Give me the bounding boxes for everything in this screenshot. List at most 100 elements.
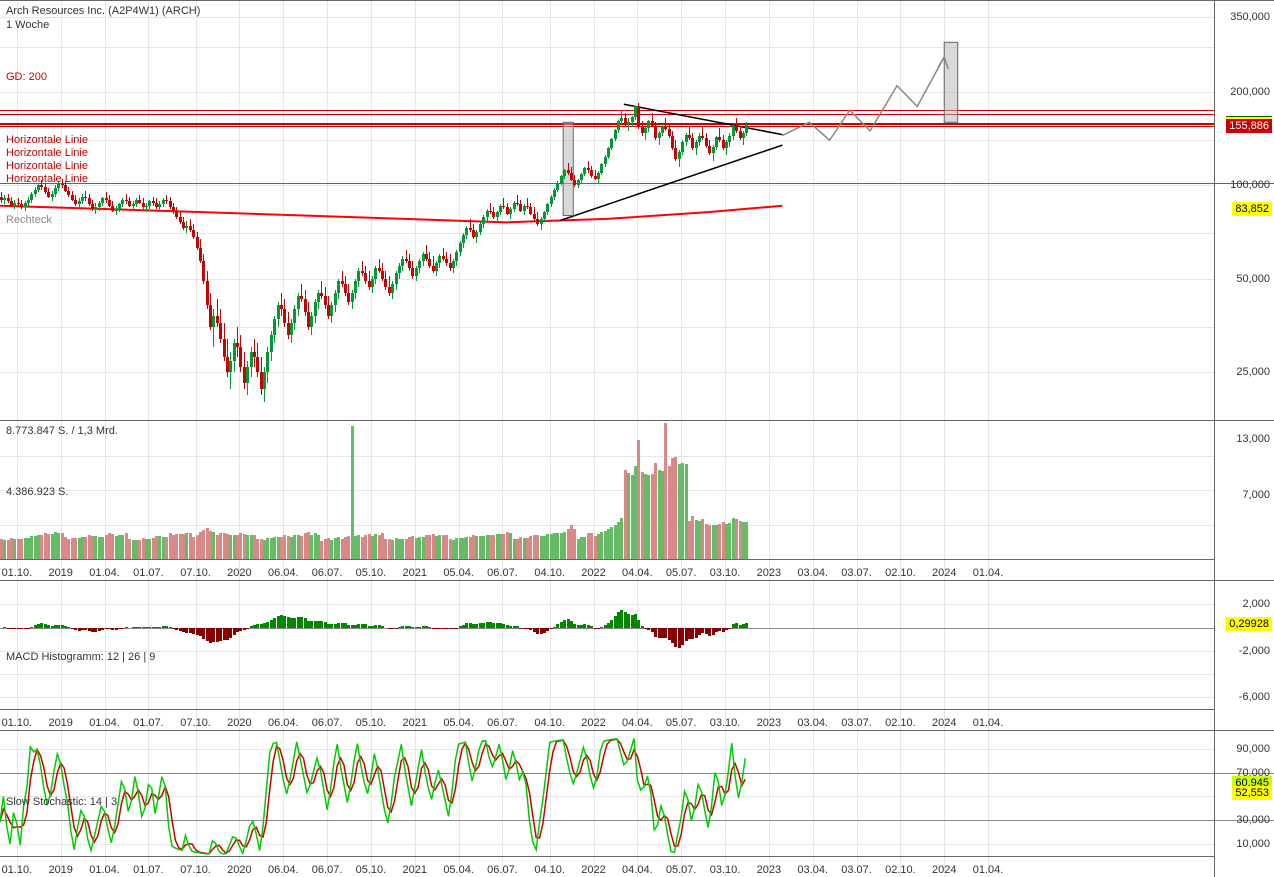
stoch-value-tag: 52,553: [1232, 786, 1272, 800]
x-axis-tick: 06.07.: [312, 717, 343, 729]
stoch-y-tick: 30,000: [1236, 814, 1270, 826]
x-axis-tick: 01.04.: [973, 864, 1004, 876]
price-y-tick: 25,000: [1236, 366, 1270, 378]
x-axis-tick: 06.07.: [487, 717, 518, 729]
rechteck-label: Rechteck: [6, 214, 52, 226]
x-axis-tick: 2019: [48, 717, 72, 729]
volume-panel: 8.773.847 S. / 1,3 Mrd. 4.386.923 S. 7,0…: [0, 420, 1274, 581]
price-y-tick: 50,000: [1236, 273, 1270, 285]
x-axis-tick: 04.04.: [622, 717, 653, 729]
x-axis-tick: 02.10.: [885, 567, 916, 579]
chart-title: Arch Resources Inc. (A2P4W1) (ARCH): [6, 5, 200, 17]
macd-y-tick: -6,000: [1239, 691, 1270, 703]
macd-label: MACD Histogramm: 12 | 26 | 9: [6, 651, 155, 663]
stoch-label: Slow Stochastic: 14 | 3: [6, 796, 117, 808]
price-level-tag: 155,886: [1226, 119, 1272, 133]
x-axis-tick: 05.04.: [443, 567, 474, 579]
x-axis-tick: 2020: [227, 567, 251, 579]
x-axis-tick: 2024: [932, 567, 956, 579]
stoch-y-tick: 90,000: [1236, 743, 1270, 755]
x-axis-tick: 06.07.: [487, 864, 518, 876]
x-axis-tick: 05.07.: [666, 864, 697, 876]
stoch-y-tick: 10,000: [1236, 838, 1270, 850]
x-axis-tick: 2022: [581, 864, 605, 876]
horizontal-line-label: Horizontale Linie: [6, 160, 88, 172]
macd-value-tag: 0,29928: [1226, 617, 1272, 631]
x-axis-tick: 03.07.: [841, 864, 872, 876]
x-axis-tick: 03.07.: [841, 567, 872, 579]
x-axis-tick: 03.10.: [710, 717, 741, 729]
x-axis-tick: 05.10.: [356, 864, 387, 876]
horizontal-line-label: Horizontale Linie: [6, 147, 88, 159]
x-axis-tick: 2021: [403, 864, 427, 876]
x-axis-tick: 2021: [403, 717, 427, 729]
macd-panel: MACD Histogramm: 12 | 26 | 9 -6,000 -2,00…: [0, 580, 1274, 731]
x-axis-tick: 05.07.: [666, 567, 697, 579]
x-axis-tick: 03.10.: [710, 864, 741, 876]
volume-y-tick: 13,000: [1236, 433, 1270, 445]
y-axis-border: [1214, 0, 1215, 877]
x-axis-tick: 01.07.: [133, 717, 164, 729]
x-axis-tick: 06.04.: [268, 717, 299, 729]
x-axis-tick: 06.07.: [312, 567, 343, 579]
volume-top-label: 8.773.847 S. / 1,3 Mrd.: [6, 425, 118, 437]
x-axis-tick: 01.10.: [2, 864, 33, 876]
gd200-label: GD: 200: [6, 71, 47, 83]
x-axis-tick: 2023: [757, 864, 781, 876]
x-axis-tick: 01.04.: [89, 717, 120, 729]
x-axis-tick: 04.10.: [534, 717, 565, 729]
timeframe-label: 1 Woche: [6, 19, 49, 31]
macd-y-tick: 2,000: [1242, 598, 1270, 610]
x-axis-tick: 06.04.: [268, 864, 299, 876]
x-axis-tick: 2024: [932, 864, 956, 876]
price-panel: Arch Resources Inc. (A2P4W1) (ARCH) 1 Wo…: [0, 0, 1274, 421]
price-y-tick: 200,000: [1230, 86, 1270, 98]
x-axis-tick: 01.07.: [133, 864, 164, 876]
x-axis-tick: 05.10.: [356, 567, 387, 579]
x-axis-tick: 2020: [227, 864, 251, 876]
x-axis-tick: 06.07.: [487, 567, 518, 579]
x-axis-tick: 01.04.: [89, 864, 120, 876]
x-axis-tick: 03.07.: [841, 717, 872, 729]
x-axis-tick: 04.10.: [534, 567, 565, 579]
x-axis-tick: 03.04.: [797, 717, 828, 729]
x-axis-tick: 04.10.: [534, 864, 565, 876]
price-y-tick: 350,000: [1230, 11, 1270, 23]
x-axis-tick: 2023: [757, 717, 781, 729]
stock-chart: Arch Resources Inc. (A2P4W1) (ARCH) 1 Wo…: [0, 0, 1274, 877]
horizontal-line-label: Horizontale Linie: [6, 173, 88, 185]
x-axis-tick: 06.04.: [268, 567, 299, 579]
x-axis-tick: 2024: [932, 717, 956, 729]
x-axis-tick: 03.04.: [797, 864, 828, 876]
x-axis-tick: 2020: [227, 717, 251, 729]
x-axis-tick: 2021: [403, 567, 427, 579]
x-axis-tick: 2022: [581, 717, 605, 729]
volume-y-tick: 7,000: [1242, 489, 1270, 501]
stoch-panel: Slow Stochastic: 14 | 3 10,00030,00070,0…: [0, 730, 1274, 877]
x-axis-tick: 02.10.: [885, 717, 916, 729]
ma200-tag: 83,852: [1232, 202, 1272, 216]
x-axis-tick: 05.10.: [356, 717, 387, 729]
horizontal-line-label: Horizontale Linie: [6, 134, 88, 146]
x-axis-tick: 01.04.: [973, 717, 1004, 729]
x-axis-tick: 01.07.: [133, 567, 164, 579]
x-axis-tick: 05.04.: [443, 864, 474, 876]
x-axis-tick: 02.10.: [885, 864, 916, 876]
x-axis-tick: 05.07.: [666, 717, 697, 729]
x-axis-tick: 2023: [757, 567, 781, 579]
macd-y-tick: -2,000: [1239, 645, 1270, 657]
x-axis-tick: 01.04.: [973, 567, 1004, 579]
x-axis-tick: 2019: [48, 567, 72, 579]
x-axis-tick: 06.07.: [312, 864, 343, 876]
x-axis-tick: 04.04.: [622, 864, 653, 876]
x-axis-tick: 03.04.: [797, 567, 828, 579]
x-axis-tick: 2022: [581, 567, 605, 579]
x-axis-tick: 01.10.: [2, 567, 33, 579]
x-axis-tick: 07.10.: [180, 567, 211, 579]
x-axis-tick: 01.04.: [89, 567, 120, 579]
x-axis-tick: 07.10.: [180, 717, 211, 729]
x-axis-tick: 2019: [48, 864, 72, 876]
x-axis-tick: 04.04.: [622, 567, 653, 579]
x-axis-tick: 05.04.: [443, 717, 474, 729]
x-axis-tick: 01.10.: [2, 717, 33, 729]
